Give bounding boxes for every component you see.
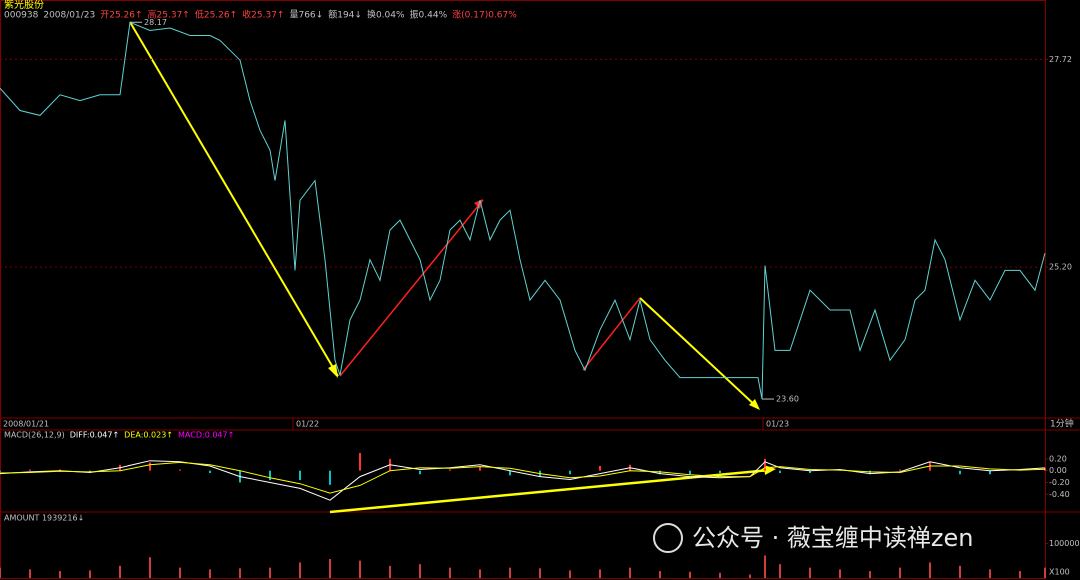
volume-bar bbox=[809, 567, 811, 578]
header-field: 收25.37↑ bbox=[242, 9, 284, 21]
volume-bar bbox=[989, 569, 991, 578]
arrow bbox=[582, 297, 641, 371]
volume-bar bbox=[899, 567, 901, 578]
volume-bar bbox=[89, 570, 91, 578]
y-tick-label: 0.20 bbox=[1049, 454, 1067, 463]
volume-bar bbox=[329, 558, 331, 578]
arrow bbox=[339, 199, 484, 377]
volume-bar bbox=[1044, 567, 1046, 578]
panel-title: AMOUNT 1939216↓ bbox=[4, 514, 84, 523]
volume-bar bbox=[389, 565, 391, 578]
volume-bar bbox=[359, 560, 361, 578]
volume-bar bbox=[479, 569, 481, 578]
arrow bbox=[129, 21, 339, 377]
volume-bar bbox=[149, 557, 151, 578]
volume-bar bbox=[659, 571, 661, 578]
line bbox=[0, 461, 1046, 494]
volume-bar bbox=[209, 569, 211, 578]
y-tick-label: 27.72 bbox=[1049, 55, 1072, 64]
volume-bar bbox=[599, 569, 601, 578]
annotation: 28.17 bbox=[144, 18, 167, 27]
volume-bar bbox=[539, 568, 541, 578]
header-field: 涨(0.17)0.67% bbox=[452, 10, 517, 21]
legend-entry: DIFF:0.047↑ bbox=[70, 431, 119, 440]
period-label: 1分钟 bbox=[1050, 418, 1074, 430]
volume-bar bbox=[119, 565, 121, 578]
volume-bar bbox=[689, 571, 691, 578]
arrow-head bbox=[749, 399, 760, 410]
panel-title: MACD(26,12,9) bbox=[4, 431, 65, 440]
header-field: 开25.26↑ bbox=[100, 10, 142, 21]
header-field: 低25.26↑ bbox=[195, 9, 237, 21]
volume-bar bbox=[749, 574, 751, 578]
annotation: 23.60 bbox=[776, 395, 799, 404]
volume-bar bbox=[719, 572, 721, 578]
y-tick-label: 0.00 bbox=[1049, 466, 1067, 475]
volume-bar bbox=[1019, 571, 1021, 578]
volume-bar bbox=[839, 569, 841, 578]
volume-bar bbox=[239, 568, 241, 578]
volume-bar bbox=[569, 570, 571, 578]
y-tick-label: 25.20 bbox=[1049, 263, 1072, 272]
arrow bbox=[639, 297, 759, 409]
volume-bar bbox=[929, 562, 931, 578]
line bbox=[0, 460, 1046, 501]
volume-bar bbox=[269, 567, 271, 578]
volume-bar bbox=[959, 565, 961, 578]
volume-bar bbox=[59, 571, 61, 578]
y-tick-label: 100000 bbox=[1049, 539, 1080, 548]
line bbox=[0, 21, 1046, 400]
y-tick-label: -0.20 bbox=[1049, 478, 1070, 487]
volume-bar bbox=[179, 567, 181, 578]
legend-entry: MACD:0.047↑ bbox=[178, 431, 234, 440]
x-tick-label: 2008/01/21 bbox=[3, 420, 49, 429]
volume-bar bbox=[299, 562, 301, 578]
volume-bar bbox=[629, 567, 631, 578]
frame bbox=[0, 0, 1046, 579]
volume-bar bbox=[509, 567, 511, 578]
header: 000938 2008/01/23 开25.26↑ 高25.37↑ 低25.26↑ 收25… bbox=[4, 9, 517, 21]
arrow-head bbox=[328, 364, 338, 378]
watermark-text: 公众号 · 薇宝缠中读禅zen bbox=[692, 524, 973, 552]
header-field: 2008/01/23 bbox=[43, 11, 95, 21]
header-field: 000938 bbox=[4, 11, 39, 21]
header-field: 振0.44% bbox=[410, 9, 448, 21]
legend-entry: DEA:0.023↑ bbox=[124, 431, 173, 440]
header-field: 量766↓ bbox=[289, 10, 323, 21]
volume-bar bbox=[869, 571, 871, 578]
watermark: 公众号 · 薇宝缠中读禅zen bbox=[653, 523, 973, 553]
volume-bar bbox=[449, 567, 451, 578]
x-tick-label: 01/23 bbox=[766, 420, 789, 429]
x-tick-label: 01/22 bbox=[296, 420, 319, 429]
header-field: 换0.04% bbox=[367, 9, 405, 21]
y-tick-label: -0.40 bbox=[1049, 490, 1070, 499]
volume-bar bbox=[764, 555, 766, 578]
volume-bar bbox=[0, 567, 1, 578]
volume-bar bbox=[779, 564, 781, 578]
watermark-icon bbox=[653, 523, 683, 553]
volume-bar bbox=[29, 569, 31, 578]
volume-bar bbox=[419, 564, 421, 578]
unit-label: X100 bbox=[1049, 568, 1070, 577]
stock-name: 紫光股份 bbox=[4, 0, 44, 11]
header-field: 高25.37↑ bbox=[148, 9, 190, 21]
header-field: 额194↓ bbox=[328, 9, 362, 21]
